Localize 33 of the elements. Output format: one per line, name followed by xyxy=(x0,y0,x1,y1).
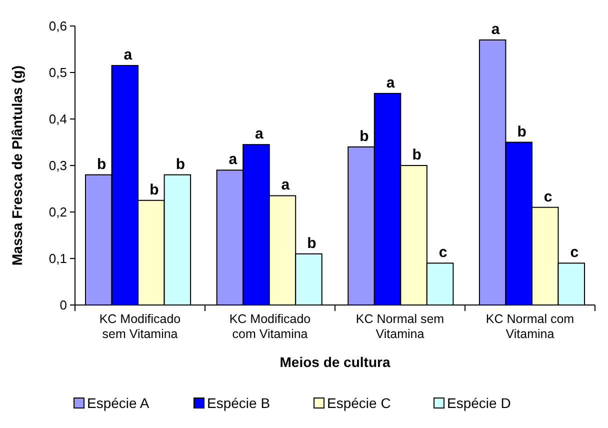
legend-label: Espécie C xyxy=(327,395,391,411)
data-label: c xyxy=(544,188,552,206)
data-label: a xyxy=(228,151,238,168)
y-tick-label: 0,5 xyxy=(48,65,67,80)
x-tick-label: KC Normal com Vitamina xyxy=(486,312,574,341)
data-label: b xyxy=(150,181,159,198)
data-label: b xyxy=(412,146,422,164)
data-label: a xyxy=(124,46,133,64)
x-axis-title: Meios de cultura xyxy=(280,354,390,370)
data-label: b xyxy=(97,156,106,173)
data-label: a xyxy=(386,74,396,92)
legend-label: Espécie A xyxy=(87,395,150,411)
data-label: b xyxy=(307,234,316,252)
data-label: c xyxy=(438,244,448,262)
x-tick-label: KC Normal sem Vitamina xyxy=(356,312,444,341)
y-tick-label: 0,3 xyxy=(48,158,67,174)
data-label: b xyxy=(360,128,369,145)
y-tick-label: 0,6 xyxy=(48,18,67,34)
y-tick-label: 0,1 xyxy=(48,251,67,266)
legend-label: Espécie B xyxy=(207,395,270,411)
y-tick-label: 0,2 xyxy=(48,204,67,220)
y-tick-label: 0 xyxy=(60,298,67,313)
data-label: b xyxy=(517,123,526,140)
data-label: a xyxy=(255,126,264,143)
legend-label: Espécie D xyxy=(447,395,511,411)
y-tick-label: 0,4 xyxy=(48,112,67,127)
x-tick-label: KC Modificado sem Vitamina xyxy=(99,312,181,341)
data-label: a xyxy=(281,176,290,194)
x-tick-label: KC Modificado com Vitamina xyxy=(229,312,311,341)
data-label: b xyxy=(176,156,186,173)
data-label: a xyxy=(491,20,500,38)
y-axis-title: Massa Fresca de Plântulas (g) xyxy=(9,66,25,266)
data-label: c xyxy=(570,244,579,262)
